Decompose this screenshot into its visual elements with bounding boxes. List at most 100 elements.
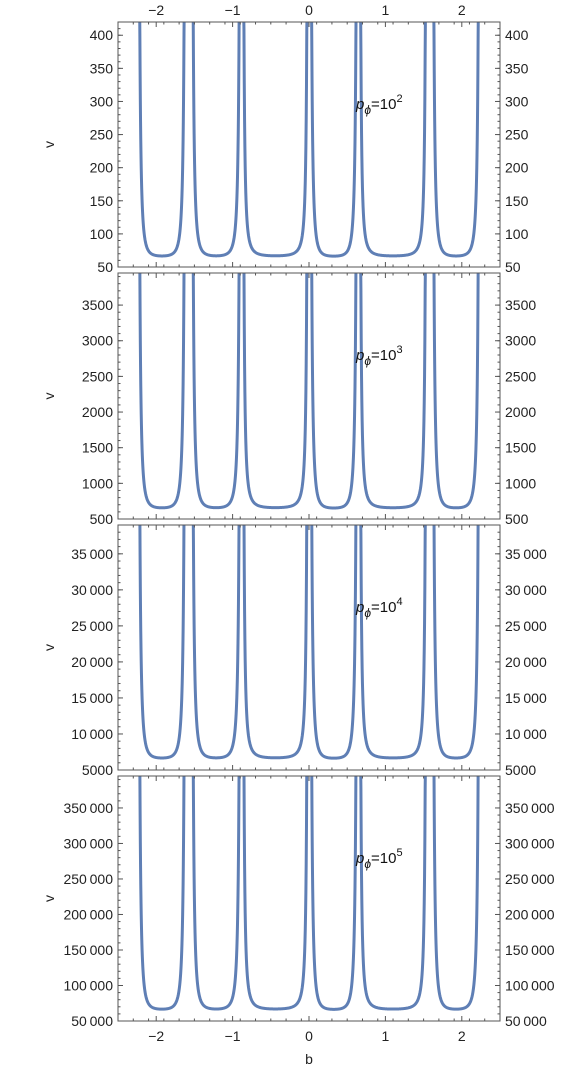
annotation-symbol: p [355, 347, 364, 364]
y-tick-label-left: 250 000 [63, 871, 113, 887]
y-tick-label-right: 1500 [505, 440, 536, 456]
y-tick-label-left: 100 000 [63, 977, 113, 993]
y-tick-label-left: 200 000 [63, 906, 113, 922]
series-curve-branch [138, 22, 186, 258]
panel-frame [117, 272, 501, 520]
x-tick-label-top: −1 [225, 2, 241, 18]
annotation-subscript: ϕ [364, 606, 371, 620]
y-tick-label-right: 350 [505, 60, 529, 76]
y-tick-label-right: 500 [505, 511, 529, 527]
series-curve-branch [310, 273, 358, 510]
y-tick-label-right: 400 [505, 27, 529, 43]
y-tick-label-left: 3500 [82, 297, 113, 313]
y-tick-label-right: 50 [505, 259, 521, 275]
y-tick-label-left: 5000 [82, 762, 113, 778]
panel-frame [117, 21, 501, 268]
x-axis-label: b [305, 1051, 313, 1067]
annotation-equals: = [371, 850, 380, 867]
x-tick-label-bottom: 1 [382, 1028, 390, 1044]
annotation-exponent: 5 [396, 847, 402, 859]
annotation-exponent: 4 [396, 596, 402, 608]
y-tick-label-right: 2500 [505, 368, 536, 384]
y-tick-label-left: 50 [97, 259, 113, 275]
y-tick-label-right: 2000 [505, 404, 536, 420]
y-tick-label-left: 100 [90, 226, 114, 242]
annotation-subscript: ϕ [364, 354, 371, 368]
series-curve-branch [191, 776, 241, 1011]
x-tick-label-bottom: 2 [458, 1028, 466, 1044]
y-tick-label-left: 20 000 [71, 654, 113, 670]
x-tick-label-top: −2 [148, 2, 164, 18]
series-curve-branch [432, 525, 480, 760]
x-tick-label-top: 0 [305, 2, 313, 18]
series-curve-branch [359, 776, 427, 1011]
panel-annotation: pϕ=105 [355, 847, 403, 871]
y-axis-label: v [41, 895, 57, 902]
y-tick-label-right: 200 [505, 160, 529, 176]
y-tick-label-right: 5000 [505, 762, 536, 778]
y-axis-label: v [41, 393, 57, 400]
panel-frame [117, 524, 501, 771]
x-tick-label-top: 1 [382, 2, 390, 18]
y-tick-label-right: 3000 [505, 333, 536, 349]
top-x-axis: −2 −1 0 1 2 [148, 2, 466, 18]
series-curve-branch [242, 776, 309, 1011]
annotation-symbol: p [355, 599, 364, 616]
annotation-subscript: ϕ [364, 103, 371, 117]
chart-panel: 50 000 50 000 100 000 100 000 150 000 150 000… [41, 775, 555, 1029]
y-tick-label-left: 150 000 [63, 942, 113, 958]
series-curve-branch [242, 273, 309, 510]
annotation-base: 10 [380, 599, 397, 616]
panel-annotation: pϕ=104 [355, 596, 403, 620]
chart-panel: 50 50 100 100 150 150 200 200 250 250 300 300 350 350… [41, 21, 529, 275]
y-tick-label-left: 1500 [82, 440, 113, 456]
y-tick-label-right: 1000 [505, 475, 536, 491]
annotation-symbol: p [355, 96, 364, 113]
y-tick-label-right: 3500 [505, 297, 536, 313]
y-tick-label-left: 250 [90, 127, 114, 143]
y-tick-label-left: 200 [90, 160, 114, 176]
annotation-equals: = [371, 347, 380, 364]
y-tick-label-left: 30 000 [71, 582, 113, 598]
y-tick-label-left: 2500 [82, 368, 113, 384]
y-tick-label-left: 50 000 [71, 1013, 113, 1029]
series-curve-branch [191, 22, 241, 258]
annotation-symbol: p [355, 850, 364, 867]
y-tick-label-right: 25 000 [505, 618, 547, 634]
annotation-base: 10 [380, 347, 397, 364]
y-tick-label-left: 300 000 [63, 835, 113, 851]
y-tick-label-left: 2000 [82, 404, 113, 420]
y-tick-label-right: 150 [505, 193, 529, 209]
series-curve-branch [138, 273, 186, 510]
series-curve-branch [191, 525, 241, 760]
annotation-exponent: 3 [396, 344, 402, 356]
bottom-x-axis: −2 −1 0 1 2 [148, 1028, 466, 1044]
y-tick-label-right: 35 000 [505, 546, 547, 562]
y-tick-label-right: 200 000 [505, 906, 555, 922]
y-tick-label-right: 100 [505, 226, 529, 242]
y-tick-label-right: 300 000 [505, 835, 555, 851]
series-curve-branch [310, 22, 358, 258]
y-tick-label-left: 400 [90, 27, 114, 43]
y-tick-label-left: 3000 [82, 333, 113, 349]
series-curve-branch [138, 525, 186, 760]
series-curve-branch [310, 525, 358, 760]
panel-annotation: pϕ=103 [355, 344, 403, 368]
panel-curves [138, 273, 480, 510]
chart-panel: 500 500 1000 1000 1500 1500 2000 2000 2500 2500 30… [41, 272, 536, 527]
y-tick-label-left: 35 000 [71, 546, 113, 562]
annotation-base: 10 [380, 850, 397, 867]
y-tick-label-left: 15 000 [71, 690, 113, 706]
series-curve-branch [432, 776, 480, 1011]
panel-frame [117, 775, 501, 1022]
x-tick-label-bottom: 0 [305, 1028, 313, 1044]
chart-panel: 5000 5000 10 000 10 000 15 000 15 000 20 000 20… [41, 524, 547, 778]
y-tick-label-right: 350 000 [505, 800, 555, 816]
series-curve-branch [359, 525, 427, 760]
panel-curves [138, 776, 480, 1011]
panel-curves [138, 525, 480, 760]
annotation-equals: = [371, 96, 380, 113]
y-tick-label-left: 25 000 [71, 618, 113, 634]
series-curve-branch [432, 22, 480, 258]
series-curve-branch [138, 776, 186, 1011]
